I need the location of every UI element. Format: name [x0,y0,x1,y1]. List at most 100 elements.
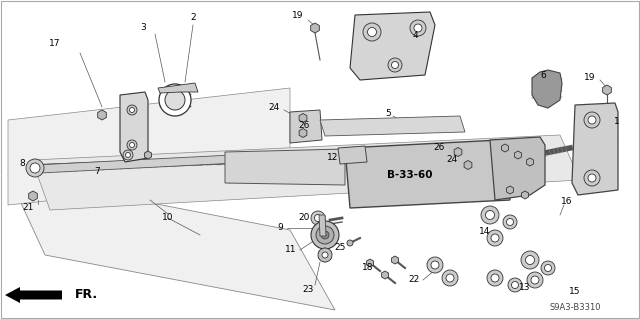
Circle shape [314,214,321,221]
Text: 13: 13 [519,283,531,292]
Circle shape [129,143,134,147]
FancyArrow shape [5,287,62,303]
Polygon shape [532,70,562,108]
Text: 4: 4 [412,31,418,40]
Circle shape [487,230,503,246]
Circle shape [410,20,426,36]
Text: 15: 15 [569,286,580,295]
Polygon shape [522,191,529,199]
Text: 19: 19 [292,11,304,19]
Circle shape [487,270,503,286]
Text: 25: 25 [334,242,346,251]
Polygon shape [490,137,545,200]
Circle shape [511,281,518,288]
Text: 18: 18 [362,263,373,271]
Polygon shape [319,248,331,262]
Text: B-33-60: B-33-60 [387,170,433,180]
Circle shape [431,261,439,269]
Circle shape [486,211,495,219]
Polygon shape [290,110,322,143]
Text: 9: 9 [277,224,283,233]
Polygon shape [320,116,465,136]
Text: 22: 22 [409,276,420,285]
Circle shape [127,140,137,150]
Circle shape [414,24,422,32]
Text: 1: 1 [614,117,620,127]
Text: 24: 24 [269,103,280,113]
Polygon shape [502,144,508,152]
Polygon shape [319,215,326,236]
Polygon shape [8,175,335,310]
Polygon shape [345,140,510,208]
Circle shape [388,58,402,72]
Polygon shape [225,149,345,185]
Text: 10: 10 [163,213,173,222]
Polygon shape [299,129,307,137]
Circle shape [311,221,339,249]
Polygon shape [572,103,618,195]
Circle shape [125,152,131,158]
Polygon shape [98,110,106,120]
Polygon shape [29,191,37,201]
Circle shape [525,256,534,264]
Circle shape [129,108,134,113]
Text: 5: 5 [385,108,391,117]
Text: 7: 7 [94,167,100,176]
Circle shape [127,105,137,115]
Text: 12: 12 [326,153,338,162]
Text: FR.: FR. [75,287,98,300]
Circle shape [26,159,44,177]
Circle shape [588,116,596,124]
Circle shape [491,274,499,282]
Polygon shape [527,158,534,166]
Text: 11: 11 [285,246,296,255]
Circle shape [531,276,539,284]
Polygon shape [464,160,472,169]
Polygon shape [158,83,198,93]
Text: 21: 21 [22,203,34,211]
Polygon shape [338,146,367,164]
Circle shape [588,174,596,182]
Circle shape [311,211,325,225]
Circle shape [442,270,458,286]
Circle shape [322,252,328,258]
Circle shape [392,62,399,69]
Text: 26: 26 [298,121,310,130]
Circle shape [584,112,600,128]
Polygon shape [120,92,148,162]
Circle shape [30,163,40,173]
Polygon shape [32,135,580,210]
Circle shape [159,84,191,116]
Text: S9A3-B3310: S9A3-B3310 [549,302,601,311]
Circle shape [427,257,443,273]
Text: 24: 24 [446,155,458,165]
Text: 26: 26 [434,144,445,152]
Polygon shape [506,186,513,194]
Text: 6: 6 [540,70,546,79]
Circle shape [541,261,555,275]
Circle shape [321,231,329,239]
Circle shape [481,206,499,224]
Circle shape [165,90,185,110]
Text: 23: 23 [302,286,314,294]
Polygon shape [35,149,355,173]
Circle shape [527,272,543,288]
Text: 2: 2 [190,13,196,23]
Text: 17: 17 [49,39,61,48]
Circle shape [491,234,499,242]
Circle shape [363,23,381,41]
Circle shape [506,219,513,226]
Text: 14: 14 [479,227,490,236]
Polygon shape [392,256,399,264]
Polygon shape [310,23,319,33]
Text: 3: 3 [140,23,146,32]
Circle shape [508,278,522,292]
Circle shape [123,150,133,160]
Polygon shape [515,151,522,159]
Text: 16: 16 [561,197,573,206]
Polygon shape [367,259,374,267]
Circle shape [367,27,376,36]
Polygon shape [350,12,435,80]
Polygon shape [603,85,611,95]
Polygon shape [299,114,307,122]
